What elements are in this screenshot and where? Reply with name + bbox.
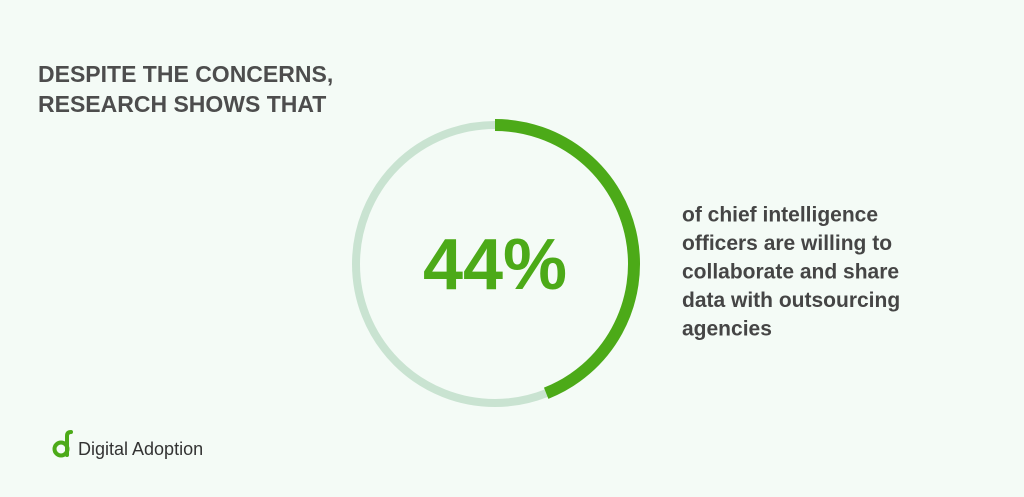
description-line: data with outsourcing xyxy=(682,289,900,312)
value-label: 44% xyxy=(423,225,567,305)
description-line: collaborate and share xyxy=(682,261,899,284)
title-line: RESEARCH SHOWS THAT xyxy=(38,91,326,117)
description-line: agencies xyxy=(682,318,772,341)
description-line: of chief intelligence xyxy=(682,204,878,227)
logo-stem xyxy=(65,430,73,457)
title-line: DESPITE THE CONCERNS, xyxy=(38,61,333,87)
brand: Digital Adoption xyxy=(78,439,203,459)
description-line: officers are willing to xyxy=(682,232,892,255)
logo-icon xyxy=(52,430,73,458)
progress-arc xyxy=(494,119,640,399)
